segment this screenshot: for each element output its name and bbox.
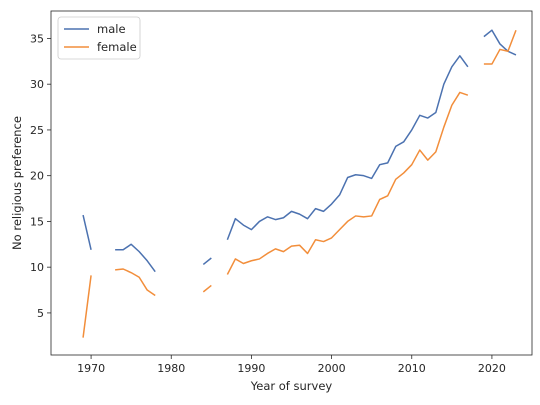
x-tick-label: 2000 [318, 362, 346, 375]
series-group [82, 29, 517, 338]
series-line-female [82, 29, 517, 338]
legend-label-male: male [97, 22, 126, 36]
y-tick-label: 5 [37, 307, 44, 320]
plot-area [50, 10, 533, 356]
series-line-male [82, 29, 517, 273]
legend-box [57, 16, 141, 60]
y-tick-label: 10 [30, 261, 44, 274]
y-tick-label: 30 [30, 78, 44, 91]
legend: male female [57, 16, 141, 60]
x-axis-label: Year of survey [250, 379, 333, 393]
x-tick-label: 1990 [237, 362, 265, 375]
legend-label-female: female [97, 40, 137, 54]
y-tick-label: 20 [30, 170, 44, 183]
x-tick-label: 1980 [157, 362, 185, 375]
y-tick-label: 35 [30, 32, 44, 45]
y-tick-label: 25 [30, 124, 44, 137]
plot-frame [50, 10, 533, 356]
x-tick-label: 2020 [478, 362, 506, 375]
axes-group: 1970 1980 1990 2000 2010 2020 5 10 15 20 25 30 35 [30, 32, 506, 375]
y-axis-label: No religious preference [10, 116, 24, 250]
x-tick-label: 2010 [398, 362, 426, 375]
x-tick-label: 1970 [77, 362, 105, 375]
y-tick-label: 15 [30, 215, 44, 228]
